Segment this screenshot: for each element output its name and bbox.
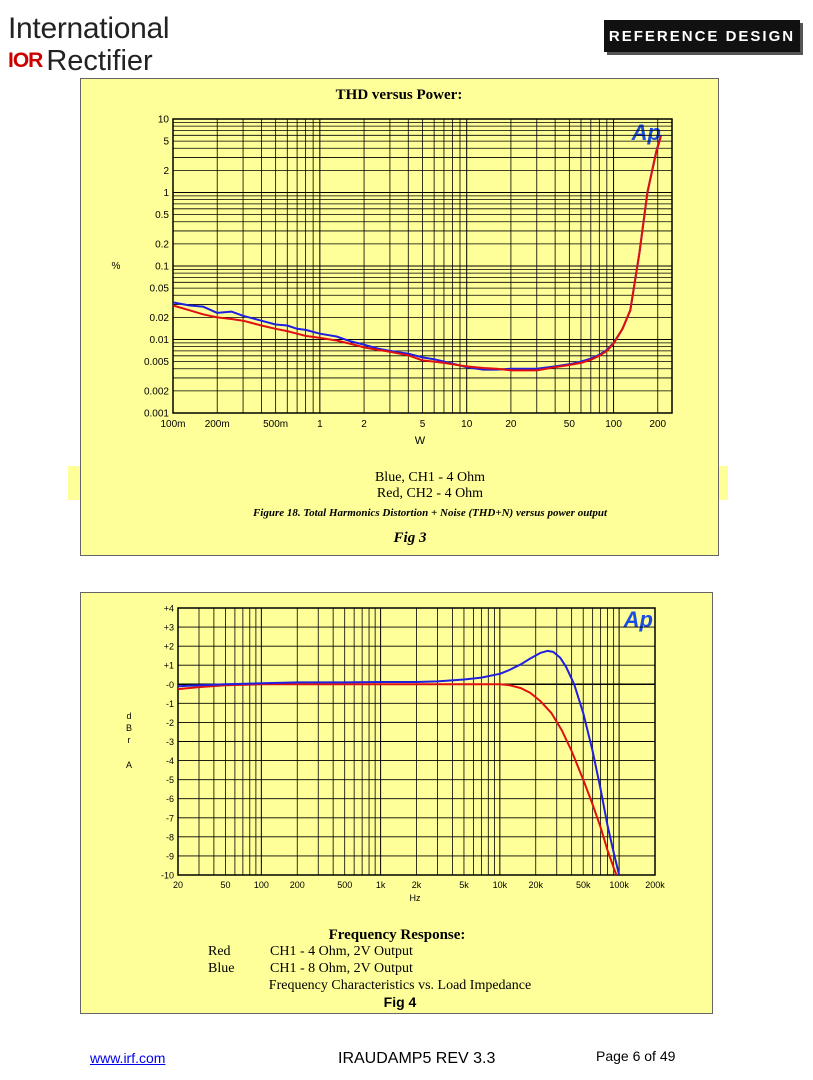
y-tick-label: -9 — [166, 851, 174, 861]
y-tick-label: +1 — [164, 661, 174, 671]
y-axis-label-d: d — [126, 711, 131, 721]
x-tick-label: 200 — [290, 880, 305, 890]
y-tick-label: 1 — [163, 188, 169, 199]
x-tick-label: 50 — [564, 419, 576, 430]
y-tick-label: +3 — [164, 623, 174, 633]
y-tick-label: 0.1 — [155, 262, 169, 273]
y-tick-label: 0.2 — [155, 239, 169, 250]
company-name: International — [8, 12, 170, 45]
x-tick-label: 2 — [361, 419, 367, 430]
x-tick-label: 200k — [645, 880, 665, 890]
grid-layer — [177, 607, 656, 876]
x-tick-label: 100m — [160, 419, 185, 430]
y-tick-label: +2 — [164, 642, 174, 652]
plot-frame — [177, 607, 656, 876]
figure-caption: Figure 18. Total Harmonics Distortion + … — [252, 507, 608, 519]
ior-logo-mark: IOR — [8, 49, 43, 72]
y-tick-label: -0 — [166, 680, 174, 690]
x-tick-label: 100 — [605, 419, 622, 430]
y-tick-label: -3 — [166, 737, 174, 747]
y-tick-label: -7 — [166, 813, 174, 823]
frequency-response-chart: d B r A Hz Ap Frequency Response: Red CH… — [126, 604, 665, 1011]
x-tick-label: 5k — [459, 880, 469, 890]
series-line-blue — [177, 649, 621, 876]
series-line-red — [177, 683, 618, 876]
y-tick-label: 0.02 — [150, 313, 170, 324]
figure-label: Fig 3 — [393, 530, 427, 546]
y-tick-label: -5 — [166, 775, 174, 785]
y-axis-label-b: B — [126, 723, 132, 733]
y-tick-label: 0.5 — [155, 210, 169, 221]
company-logo: IOR Rectifier — [8, 44, 153, 77]
legend-desc-red: CH1 - 4 Ohm, 2V Output — [270, 944, 413, 959]
x-tick-label: 50 — [220, 880, 230, 890]
fig3-panel: THD versus Power: % W Ap Blue, CH1 - 4 O… — [80, 78, 719, 556]
chart-title: Frequency Response: — [329, 927, 466, 943]
footer-website-link[interactable]: www.irf.com — [90, 1050, 166, 1066]
x-tick-label: 10 — [461, 419, 473, 430]
company-name-line2: Rectifier — [46, 44, 153, 77]
y-axis-label-a: A — [126, 760, 132, 770]
footer-page-number: Page 6 of 49 — [596, 1048, 676, 1064]
y-tick-label: 5 — [163, 137, 169, 148]
series-line-red — [172, 136, 662, 372]
x-tick-label: 1 — [317, 419, 323, 430]
x-tick-label: 10k — [493, 880, 508, 890]
x-tick-label: 100k — [609, 880, 629, 890]
y-tick-label: -10 — [161, 871, 174, 881]
y-tick-label: 0.005 — [144, 357, 169, 368]
x-tick-label: 100 — [254, 880, 269, 890]
x-axis-label: W — [415, 435, 426, 447]
y-tick-label: +4 — [164, 604, 174, 614]
x-tick-label: 200m — [205, 419, 230, 430]
x-tick-label: 5 — [420, 419, 426, 430]
y-tick-label: 0.01 — [150, 335, 170, 346]
y-axis-label: % — [112, 261, 121, 272]
y-tick-label: -6 — [166, 794, 174, 804]
x-tick-label: 50k — [576, 880, 591, 890]
chart-title: THD versus Power: — [336, 87, 463, 103]
legend-line-blue: Blue, CH1 - 4 Ohm — [375, 470, 485, 485]
x-axis-label: Hz — [410, 893, 421, 903]
x-tick-label: 200 — [649, 419, 666, 430]
y-axis-label-r: r — [128, 735, 131, 745]
thd-chart: THD versus Power: % W Ap Blue, CH1 - 4 O… — [112, 87, 673, 546]
fig4-panel: d B r A Hz Ap Frequency Response: Red CH… — [80, 592, 713, 1014]
y-tick-label: -4 — [166, 756, 174, 766]
legend-desc-blue: CH1 - 8 Ohm, 2V Output — [270, 961, 413, 976]
y-tick-label: 0.001 — [144, 409, 169, 420]
x-tick-label: 500m — [263, 419, 288, 430]
x-tick-label: 500 — [337, 880, 352, 890]
grid-layer — [172, 118, 673, 414]
figure-label: Fig 4 — [384, 994, 417, 1010]
y-tick-label: -2 — [166, 718, 174, 728]
legend-key-red: Red — [208, 944, 231, 959]
y-tick-label: 10 — [158, 115, 170, 126]
legend-key-blue: Blue — [208, 961, 234, 976]
x-tick-label: 1k — [376, 880, 386, 890]
x-tick-label: 2k — [412, 880, 422, 890]
y-tick-label: -1 — [166, 699, 174, 709]
footer-document-id: IRAUDAMP5 REV 3.3 — [338, 1050, 496, 1067]
ap-logo: Ap — [623, 607, 653, 632]
y-tick-label: -8 — [166, 832, 174, 842]
y-tick-label: 2 — [163, 166, 169, 177]
x-tick-label: 20 — [173, 880, 183, 890]
x-tick-label: 20k — [528, 880, 543, 890]
reference-design-badge: REFERENCE DESIGN — [604, 20, 800, 52]
y-tick-label: 0.05 — [150, 284, 170, 295]
chart-subtitle: Frequency Characteristics vs. Load Imped… — [269, 978, 531, 993]
x-tick-label: 20 — [505, 419, 517, 430]
y-tick-label: 0.002 — [144, 386, 169, 397]
legend-line-red: Red, CH2 - 4 Ohm — [377, 486, 483, 501]
plot-frame — [172, 118, 673, 414]
